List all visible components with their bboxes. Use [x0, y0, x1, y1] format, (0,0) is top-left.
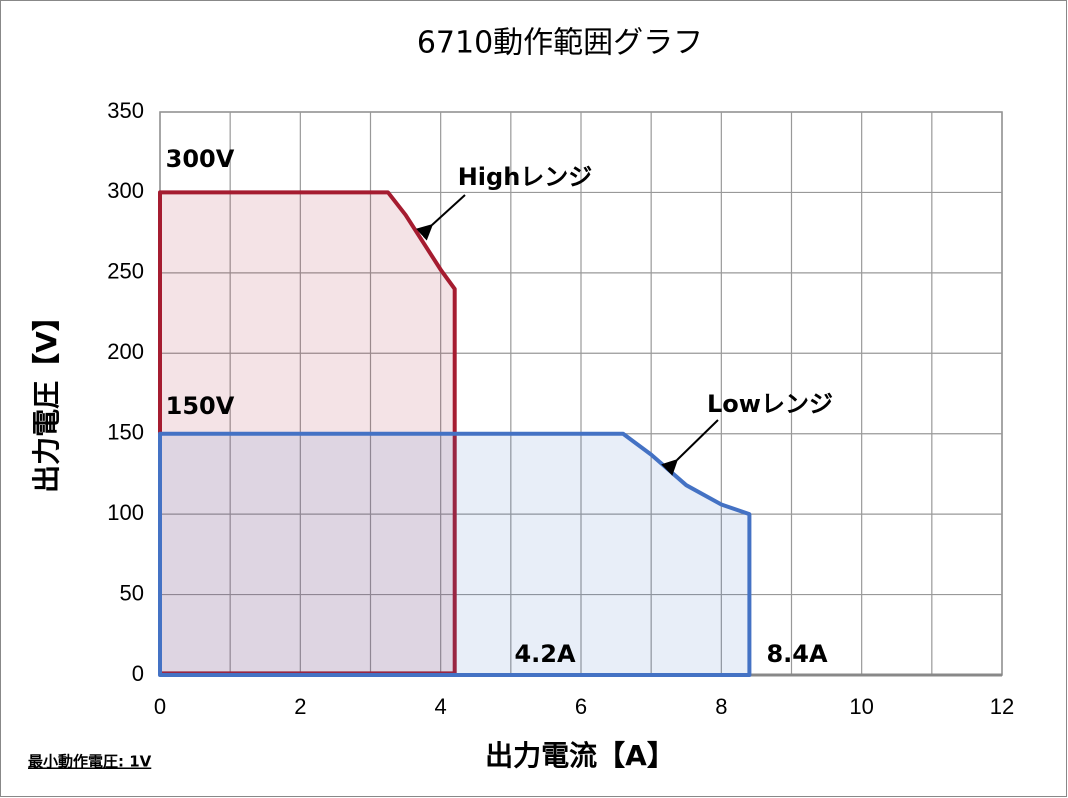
y-tick-label: 150	[107, 420, 144, 445]
y-tick-label: 300	[107, 178, 144, 203]
x-axis-label: 出力電流【A】	[485, 739, 675, 772]
arrow	[661, 419, 719, 476]
chart-title: 6710動作範囲グラフ	[417, 26, 703, 61]
y-tick-label: 350	[107, 98, 144, 123]
series-label: Highレンジ	[458, 163, 593, 191]
y-tick-label: 100	[107, 500, 144, 525]
y-tick-label: 200	[107, 339, 144, 364]
footnote: 最小動作電圧: 1V	[28, 753, 152, 771]
plot	[158, 111, 1003, 677]
annotation: 300V	[166, 145, 235, 173]
y-tick-label: 50	[120, 580, 144, 605]
annotation: 150V	[166, 392, 235, 420]
y-axis-label: 出力電圧【V】	[30, 303, 63, 493]
series-label: Lowレンジ	[707, 390, 833, 418]
area-fill	[160, 433, 750, 675]
x-tick-label: 10	[849, 694, 873, 719]
y-tick-label: 250	[107, 259, 144, 284]
x-tick-label: 8	[715, 694, 727, 719]
x-tick-label: 4	[435, 694, 447, 719]
x-tick-label: 12	[990, 694, 1014, 719]
annotation: 4.2A	[514, 640, 576, 668]
annotation: 8.4A	[766, 640, 828, 668]
x-tick-label: 2	[294, 694, 306, 719]
x-tick-label: 0	[154, 694, 166, 719]
x-tick-label: 6	[575, 694, 587, 719]
series-outline	[158, 431, 752, 677]
y-tick-label: 0	[132, 661, 144, 686]
arrow	[415, 194, 466, 241]
